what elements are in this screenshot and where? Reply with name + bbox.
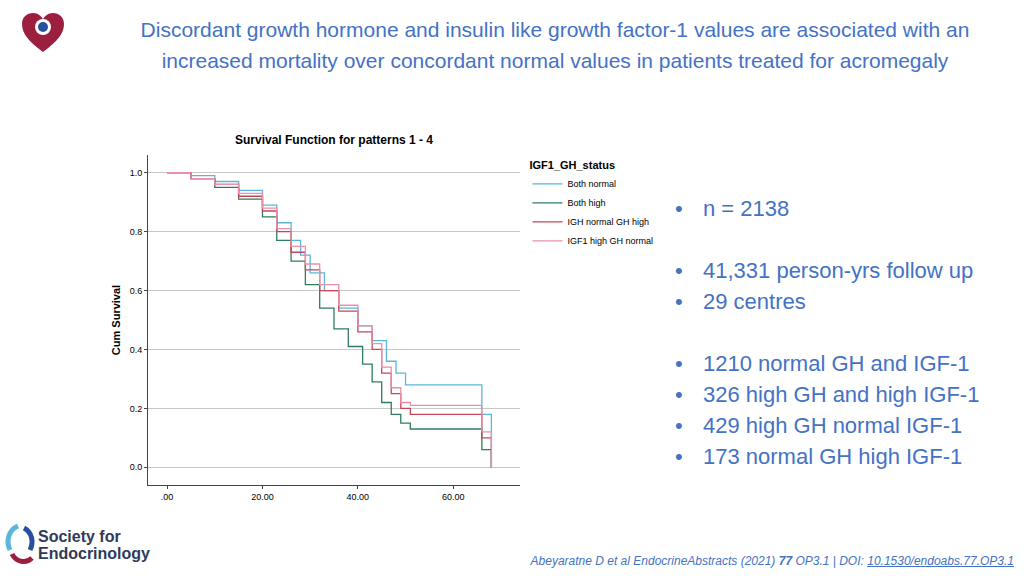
html-text:429 high GH normal IGF-1: 429 high GH normal IGF-1 <box>703 413 963 438</box>
svg-text:Both high: Both high <box>567 198 605 208</box>
html-text:41,331 person-yrs follow up: 41,331 person-yrs follow up <box>703 258 974 283</box>
svg-text:20.00: 20.00 <box>251 492 274 502</box>
svg-text:0.6: 0.6 <box>130 286 143 296</box>
html-text:29 centres: 29 centres <box>703 289 806 314</box>
svg-text:IGF1_GH_status: IGF1_GH_status <box>529 159 615 171</box>
svg-text:IGH normal GH high: IGH normal GH high <box>567 217 649 227</box>
html-text:173 normal GH high IGF-1: 173 normal GH high IGF-1 <box>703 444 963 469</box>
svg-text:60.00: 60.00 <box>442 492 465 502</box>
html-text:Society for: Society for <box>38 528 121 545</box>
svg-text:.00: .00 <box>161 492 174 502</box>
svg-text:0.2: 0.2 <box>130 404 143 414</box>
html-text:326 high GH and high IGF-1: 326 high GH and high IGF-1 <box>703 382 980 407</box>
svg-text:IGF1 high GH normal: IGF1 high GH normal <box>567 236 653 246</box>
svg-text:Cum Survival: Cum Survival <box>110 285 122 355</box>
svg-text:1.0: 1.0 <box>130 168 143 178</box>
svg-text:Both normal: Both normal <box>567 179 616 189</box>
html-text:Discordant growth hormone and: Discordant growth hormone and insulin li… <box>140 18 970 72</box>
svg-text:0.8: 0.8 <box>130 227 143 237</box>
svg-text:Survival Function for patterns: Survival Function for patterns 1 - 4 <box>235 133 433 147</box>
html-text:Endocrinology: Endocrinology <box>38 545 150 562</box>
html-text:1210 normal GH and IGF-1: 1210 normal GH and IGF-1 <box>703 351 970 376</box>
svg-text:0.4: 0.4 <box>130 345 143 355</box>
svg-text:0.0: 0.0 <box>130 462 143 472</box>
svg-text:40.00: 40.00 <box>347 492 370 502</box>
html-text:n = 2138: n = 2138 <box>703 196 790 221</box>
html-text:Abeyaratne D et al EndocrineAb: Abeyaratne D et al EndocrineAbstracts (2… <box>530 554 1014 568</box>
